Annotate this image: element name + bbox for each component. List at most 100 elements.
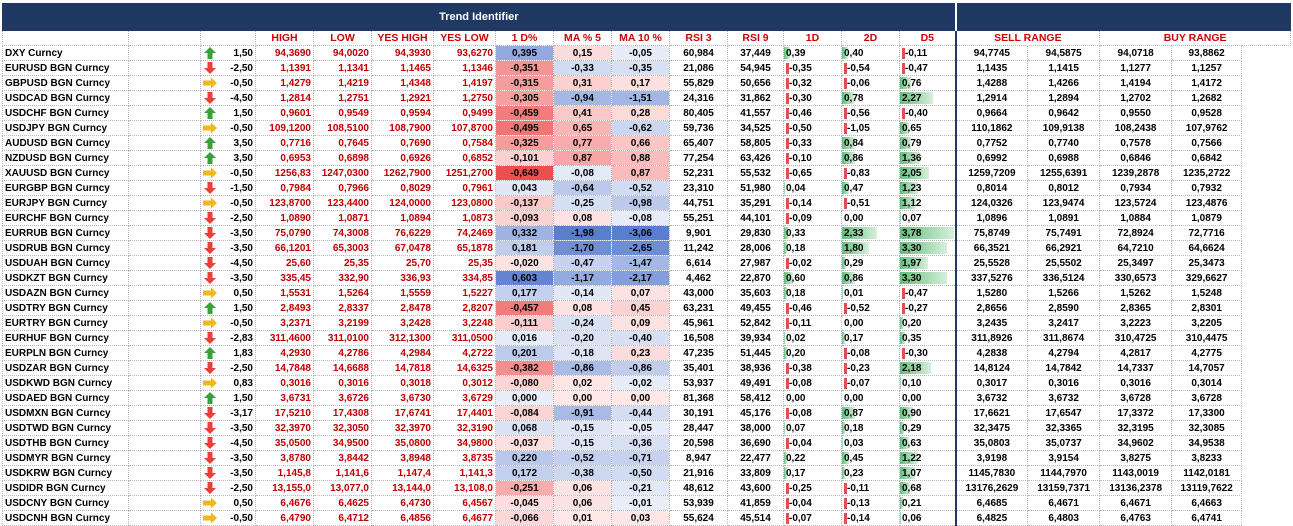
positive-bar: [900, 422, 905, 434]
arrow-down-icon: [203, 406, 219, 419]
cell-low: 2,8337: [313, 300, 372, 316]
cell-1d: 0,20: [783, 345, 842, 361]
arrow-down-icon: [203, 466, 219, 479]
cell-yes-high: 0,8029: [371, 180, 434, 196]
cell-last: [128, 405, 201, 421]
cell-rsi9: 33,809: [727, 465, 784, 481]
cell-low: 32,3050: [313, 420, 372, 436]
cell-buy-1: 13136,2378: [1099, 480, 1173, 496]
arrow-right-icon: [203, 497, 219, 509]
cell-rsi9: 38,936: [727, 360, 784, 376]
header-1d-pct: 1 D%: [495, 30, 554, 46]
cell-buy-1: 3,6728: [1099, 390, 1173, 406]
negative-bar: [844, 77, 847, 89]
negative-bar: [786, 167, 789, 179]
cell-ma5: -0,47: [553, 255, 612, 271]
cell-2d: 1,80: [841, 240, 900, 256]
cell-symbol: USDAZN BGN Curncy: [2, 285, 129, 301]
cell-score: -3,50: [200, 270, 256, 286]
cell-high: 6,4790: [255, 510, 314, 526]
bar-value: 2,27: [902, 92, 922, 104]
cell-symbol: EURPLN BGN Curncy: [2, 345, 129, 361]
cell-buy-2: 64,6624: [1171, 240, 1243, 256]
cell-last: [128, 390, 201, 406]
bar-value: 0,20: [902, 317, 922, 329]
cell-low: 6,4625: [313, 495, 372, 511]
positive-bar: [900, 242, 948, 254]
arrow-up-icon: [203, 391, 219, 404]
cell-2d: -0,08: [841, 345, 900, 361]
cell-buy-2: 123,4876: [1171, 195, 1243, 211]
cell-1d: -0,32: [783, 75, 842, 91]
positive-bar: [784, 452, 788, 464]
cell-rsi9: 44,101: [727, 210, 784, 226]
bar-value: 2,05: [902, 167, 922, 179]
table-row: XAUUSD BGN Curncy -0,50 1256,83 1247,0300 12…: [2, 165, 1291, 181]
positive-bar: [900, 437, 910, 449]
arrow-right-icon: [203, 287, 219, 299]
cell-sell-1: 1259,7209: [954, 165, 1029, 181]
bar-value: -0,52: [847, 302, 870, 314]
cell-buy-1: 3,8275: [1099, 450, 1173, 466]
cell-rsi9: 39,934: [727, 330, 784, 346]
cell-sell-1: 1,1435: [954, 60, 1029, 76]
bar-value: -0,10: [789, 152, 812, 164]
cell-rsi9: 43,600: [727, 480, 784, 496]
cell-score: -0,50: [200, 510, 256, 526]
cell-score: -3,50: [200, 225, 256, 241]
cell-yes-low: 6,4677: [433, 510, 496, 526]
cell-1d-pct: -0,649: [495, 165, 554, 181]
cell-sell-1: 17,6621: [954, 405, 1029, 421]
table-row: USDJPY BGN Curncy -0,50 109,1200 108,5100 10…: [2, 120, 1291, 136]
cell-yes-high: 1,1465: [371, 60, 434, 76]
cell-yes-low: 334,85: [433, 270, 496, 286]
cell-1d-pct: -0,101: [495, 150, 554, 166]
cell-sell-1: 13176,2629: [954, 480, 1029, 496]
cell-sell-2: 311,8674: [1027, 330, 1101, 346]
cell-high: 32,3970: [255, 420, 314, 436]
cell-ma5: 0,01: [553, 510, 612, 526]
cell-ma10: -0,36: [611, 435, 670, 451]
bar-value: 0,47: [844, 182, 864, 194]
cell-buy-2: 2,8301: [1171, 300, 1243, 316]
cell-score: -0,50: [200, 75, 256, 91]
negative-bar: [844, 62, 847, 74]
cell-1d-pct: -0,020: [495, 255, 554, 271]
header-d5: D5: [898, 30, 957, 46]
cell-buy-2: 1142,0181: [1171, 465, 1243, 481]
cell-symbol: USDIDR BGN Curncy: [2, 480, 129, 496]
cell-high: 1,2814: [255, 90, 314, 106]
cell-sell-2: 17,6547: [1027, 405, 1101, 421]
cell-d5: 0,76: [898, 75, 957, 91]
negative-bar: [844, 497, 847, 509]
cell-yes-high: 3,6730: [371, 390, 434, 406]
cell-buy-2: 0,6842: [1171, 150, 1243, 166]
arrow-down-icon: [203, 211, 219, 224]
bar-value: 0,90: [902, 407, 922, 419]
cell-symbol: EURHUF BGN Curncy: [2, 330, 129, 346]
trend-score: -3,50: [230, 272, 253, 284]
cell-yes-low: 3,6729: [433, 390, 496, 406]
cell-yes-high: 1,5559: [371, 285, 434, 301]
cell-low: 123,4400: [313, 195, 372, 211]
bar-value: -0,30: [905, 347, 928, 359]
cell-2d: -0,07: [841, 375, 900, 391]
cell-rsi3: 59,736: [669, 120, 728, 136]
cell-d5: 1,22: [898, 450, 957, 466]
positive-bar: [842, 272, 855, 284]
bar-value: -0,14: [789, 197, 812, 209]
cell-buy-2: 0,3014: [1171, 375, 1243, 391]
cell-ma5: -0,08: [553, 165, 612, 181]
cell-d5: 2,05: [898, 165, 957, 181]
header-buy-range: BUY RANGE: [1099, 30, 1292, 46]
positive-bar: [900, 407, 913, 419]
cell-yes-low: 74,2469: [433, 225, 496, 241]
cell-yes-low: 65,1878: [433, 240, 496, 256]
cell-sell-1: 75,8749: [954, 225, 1029, 241]
cell-buy-1: 6,4763: [1099, 510, 1173, 526]
positive-bar: [842, 422, 845, 434]
cell-1d-pct: 0,181: [495, 240, 554, 256]
bar-value: -0,54: [847, 62, 870, 74]
arrow-up-icon: [203, 151, 219, 164]
cell-ma10: 0,45: [611, 300, 670, 316]
